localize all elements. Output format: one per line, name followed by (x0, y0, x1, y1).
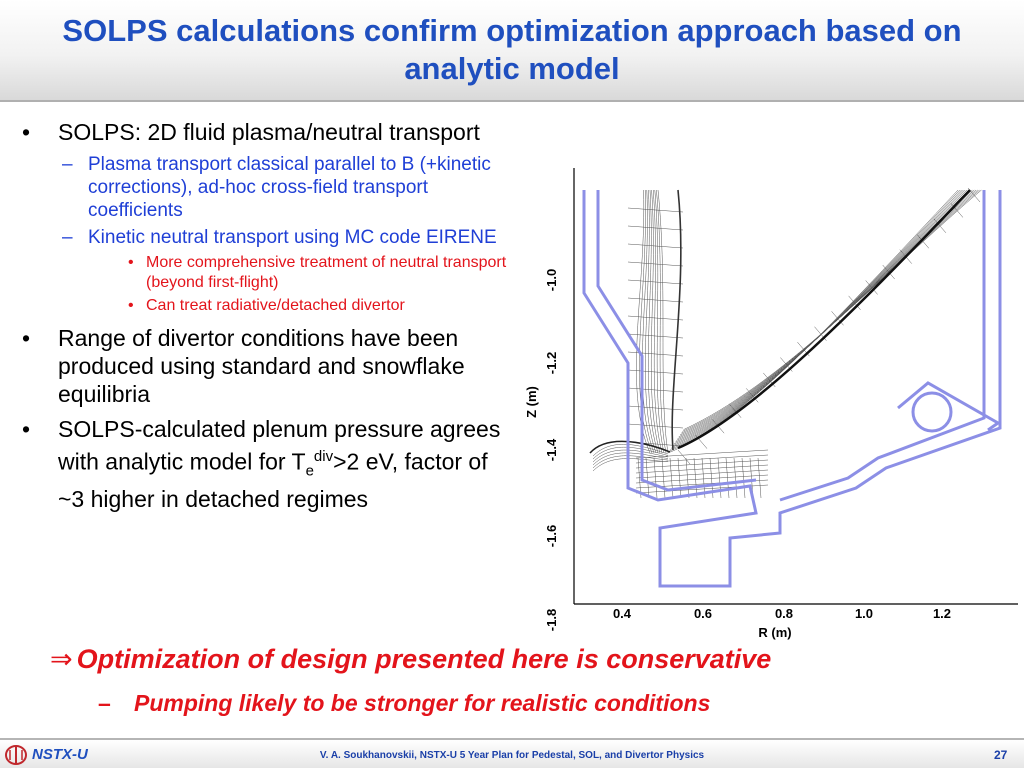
superscript-div: div (313, 448, 334, 465)
bullet-text: Range of divertor conditions have been p… (58, 325, 465, 407)
sub-sub-bullet-text: Can treat radiative/detached divertor (146, 297, 405, 314)
y-axis-label: Z (m) (524, 386, 539, 418)
y-tick-label: -1.0 (544, 269, 559, 291)
sub-bullet-text: Plasma transport classical parallel to B… (88, 154, 491, 221)
bullet-text-after: >2 eV, factor of ~3 higher in detached r… (58, 448, 488, 513)
vessel-wall (582, 190, 1002, 588)
x-tick-label: 0.4 (613, 606, 632, 621)
sub-conclusion-text: Pumping likely to be stronger for realis… (134, 690, 711, 716)
y-tick-label: -1.2 (544, 352, 559, 374)
dash-marker: – (62, 154, 73, 175)
nstx-logo: NSTX-U (4, 744, 104, 766)
bullet-item: • SOLPS-calculated plenum pressure agree… (18, 415, 518, 513)
bullet-marker: • (128, 254, 134, 271)
bullet-marker: • (22, 119, 31, 145)
sub-sub-bullet-item: • Can treat radiative/detached divertor (18, 296, 518, 316)
bullet-marker: • (128, 297, 134, 314)
solps-mesh-figure: -1.0 -1.2 -1.4 -1.6 -1.8 Z (m) 0.4 0.6 0… (524, 168, 1018, 640)
title-bar: SOLPS calculations confirm optimization … (0, 0, 1024, 102)
footer-citation: V. A. Soukhanovskii, NSTX-U 5 Year Plan … (319, 750, 705, 761)
separatrix-inner-leg (671, 189, 682, 451)
footer-bar: NSTX-U V. A. Soukhanovskii, NSTX-U 5 Yea… (0, 738, 1024, 768)
x-tick-label: 0.8 (775, 606, 793, 621)
sub-bullet-item: – Kinetic neutral transport using MC cod… (18, 226, 518, 249)
sub-bullet-text: Kinetic neutral transport using MC code … (88, 227, 497, 248)
page-number: 27 (994, 748, 1008, 762)
y-tick-label: -1.6 (544, 525, 559, 547)
x-tick-labels: 0.4 0.6 0.8 1.0 1.2 (613, 606, 951, 621)
x-axis-label: R (m) (758, 625, 791, 640)
x-tick-label: 1.2 (933, 606, 951, 621)
dash-marker: – (98, 690, 111, 716)
bullet-list: • SOLPS: 2D fluid plasma/neutral transpo… (18, 118, 518, 520)
port-circle (911, 391, 953, 433)
conclusion-line: ⇒ Optimization of design presented here i… (50, 642, 771, 676)
x-tick-label: 1.0 (855, 606, 873, 621)
implies-arrow-icon: ⇒ (50, 644, 73, 674)
sub-bullet-item: – Plasma transport classical parallel to… (18, 153, 518, 222)
x-tick-label: 0.6 (694, 606, 712, 621)
nstx-logo-icon (5, 745, 27, 765)
bullet-marker: • (22, 325, 31, 351)
slide-title: SOLPS calculations confirm optimization … (62, 13, 962, 86)
sub-sub-bullet-item: • More comprehensive treatment of neutra… (18, 253, 518, 293)
y-tick-labels: -1.0 -1.2 -1.4 -1.6 -1.8 (544, 269, 559, 631)
bullet-item: • Range of divertor conditions have been… (18, 324, 518, 408)
logo-text: NSTX-U (32, 746, 88, 763)
bullet-text: SOLPS: 2D fluid plasma/neutral transport (58, 119, 480, 145)
subscript-e: e (305, 462, 314, 480)
conclusion-text: Optimization of design presented here is… (76, 644, 772, 674)
dash-marker: – (62, 227, 73, 248)
y-tick-label: -1.4 (544, 438, 559, 461)
separatrix-outer-leg (677, 189, 971, 450)
private-flux-leg (589, 440, 671, 454)
sub-conclusion-line: – Pumping likely to be stronger for reali… (98, 688, 710, 718)
mesh-grid (592, 187, 982, 499)
bullet-item: • SOLPS: 2D fluid plasma/neutral transpo… (18, 118, 518, 146)
bullet-text-before: SOLPS-calculated plenum pressure agrees … (58, 416, 501, 475)
y-tick-label: -1.8 (544, 609, 559, 631)
sub-sub-bullet-text: More comprehensive treatment of neutral … (146, 254, 507, 291)
bullet-marker: • (22, 416, 31, 442)
